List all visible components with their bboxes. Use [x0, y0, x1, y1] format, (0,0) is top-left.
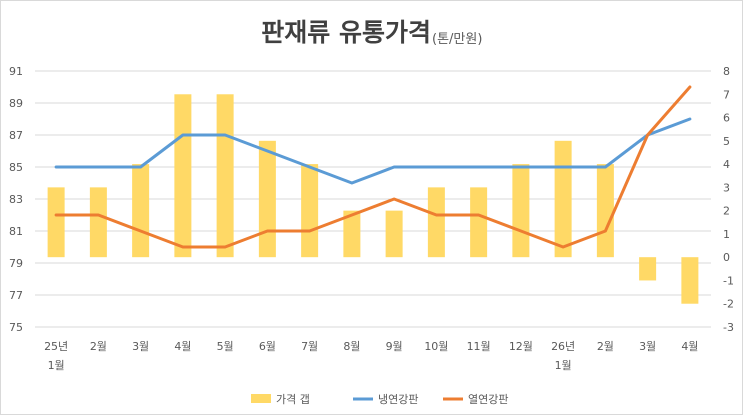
left-tick-label: 89	[9, 97, 23, 110]
bar	[512, 164, 530, 258]
series-line	[54, 117, 692, 185]
left-tick-label: 77	[9, 289, 23, 302]
x-tick-label: 2월	[597, 340, 614, 353]
left-tick-label: 75	[9, 321, 23, 334]
left-tick-label: 91	[9, 65, 23, 78]
bar	[596, 164, 614, 258]
x-tick-label: 26년	[551, 340, 575, 353]
legend-label: 냉연강판	[378, 393, 418, 406]
bar	[427, 187, 445, 258]
right-tick-label: 0	[723, 251, 730, 264]
right-tick-label: -1	[723, 274, 734, 287]
bar	[639, 257, 657, 281]
left-tick-label: 87	[9, 129, 23, 142]
bar	[174, 94, 192, 258]
right-tick-label: 1	[723, 228, 730, 241]
x-tick-label: 5월	[217, 340, 234, 353]
x-tick-label: 11월	[467, 340, 491, 353]
bar	[132, 164, 150, 258]
right-tick-label: -2	[723, 298, 734, 311]
right-tick-label: 4	[723, 158, 730, 171]
x-axis: 25년 1월 2월 3월 4월 5월 6월 7월 8월 9월 10월 11월 12월 26년 1월 2월 3월 4…	[44, 340, 698, 372]
legend: 가격 갭 냉연강판 열연강판	[251, 393, 508, 406]
x-tick-label: 3월	[132, 340, 149, 353]
right-tick-label: 3	[723, 181, 730, 194]
bar	[216, 94, 234, 258]
chart-title: 판재류 유통가격	[261, 18, 431, 47]
x-tick-label: 4월	[681, 340, 698, 353]
right-tick-label: 8	[723, 65, 730, 78]
chart-subtitle: (톤/만원)	[432, 32, 482, 47]
left-tick-label: 81	[9, 225, 23, 238]
x-tick-label: 2월	[90, 340, 107, 353]
bar	[301, 164, 319, 258]
bar	[89, 187, 107, 258]
left-axis: 75 77 79 81 83 85 87 89 91	[9, 65, 23, 334]
x-tick-label: 10월	[424, 340, 448, 353]
x-tick-label: 9월	[386, 340, 403, 353]
bar	[258, 140, 276, 258]
chart-title-main: 판재류 유통가격	[261, 18, 431, 47]
x-tick-label: 12월	[509, 340, 533, 353]
bar	[385, 210, 403, 258]
left-tick-label: 79	[9, 257, 23, 270]
right-tick-label: 6	[723, 112, 730, 125]
right-tick-label: 2	[723, 205, 730, 218]
x-tick-label: 3월	[639, 340, 656, 353]
bar	[470, 187, 488, 258]
right-tick-label: 7	[723, 88, 730, 101]
left-tick-label: 83	[9, 193, 23, 206]
right-axis: -3 -2 -1 0 1 2 3 4 5 6 7 8	[723, 65, 734, 334]
x-tick-label-line2: 1월	[48, 359, 65, 372]
x-tick-label: 6월	[259, 340, 276, 353]
x-tick-label: 25년	[44, 340, 68, 353]
bar	[47, 187, 65, 258]
series-line	[54, 85, 692, 249]
legend-swatch	[251, 394, 271, 403]
bar	[343, 210, 361, 258]
x-tick-label: 8월	[343, 340, 360, 353]
legend-label: 가격 갭	[276, 393, 310, 406]
right-tick-label: 5	[723, 135, 730, 148]
legend-label: 열연강판	[468, 393, 508, 406]
bar	[554, 140, 572, 258]
line-series	[54, 85, 692, 249]
x-tick-label: 4월	[174, 340, 191, 353]
x-tick-label: 7월	[301, 340, 318, 353]
bar	[681, 257, 699, 304]
right-tick-label: -3	[723, 321, 734, 334]
left-tick-label: 85	[9, 161, 23, 174]
x-tick-label-line2: 1월	[555, 359, 572, 372]
